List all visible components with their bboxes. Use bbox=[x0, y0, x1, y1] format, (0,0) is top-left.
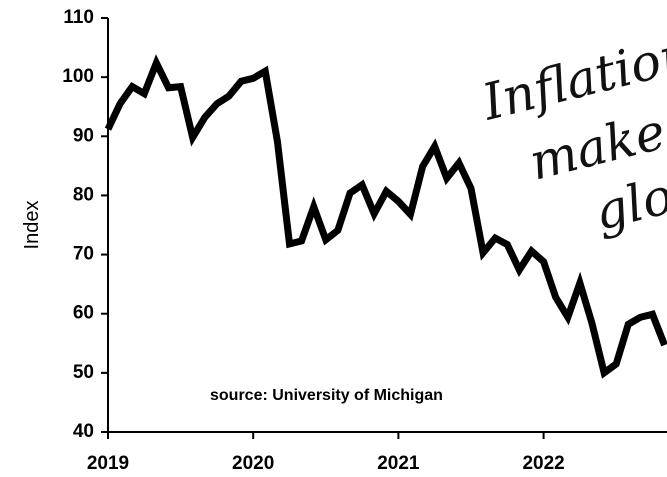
x-tick-label: 2020 bbox=[232, 453, 274, 474]
y-tick-label: 70 bbox=[73, 244, 94, 265]
y-tick-label: 110 bbox=[63, 7, 94, 28]
y-tick-label: 50 bbox=[73, 362, 94, 383]
y-axis-label: Index bbox=[21, 201, 43, 250]
x-tick-label: 2022 bbox=[522, 453, 564, 474]
source-note: source: University of Michigan bbox=[210, 387, 443, 404]
x-tick-label: 2021 bbox=[377, 453, 420, 474]
data-line bbox=[104, 54, 667, 379]
handwritten-note: glo bbox=[589, 166, 667, 241]
y-tick-label: 60 bbox=[73, 303, 94, 324]
y-tick-label: 100 bbox=[62, 66, 94, 87]
x-tick-label: 2019 bbox=[87, 453, 129, 474]
y-tick-label: 40 bbox=[73, 421, 94, 442]
y-tick-label: 90 bbox=[73, 125, 94, 146]
y-tick-label: 80 bbox=[73, 184, 94, 205]
